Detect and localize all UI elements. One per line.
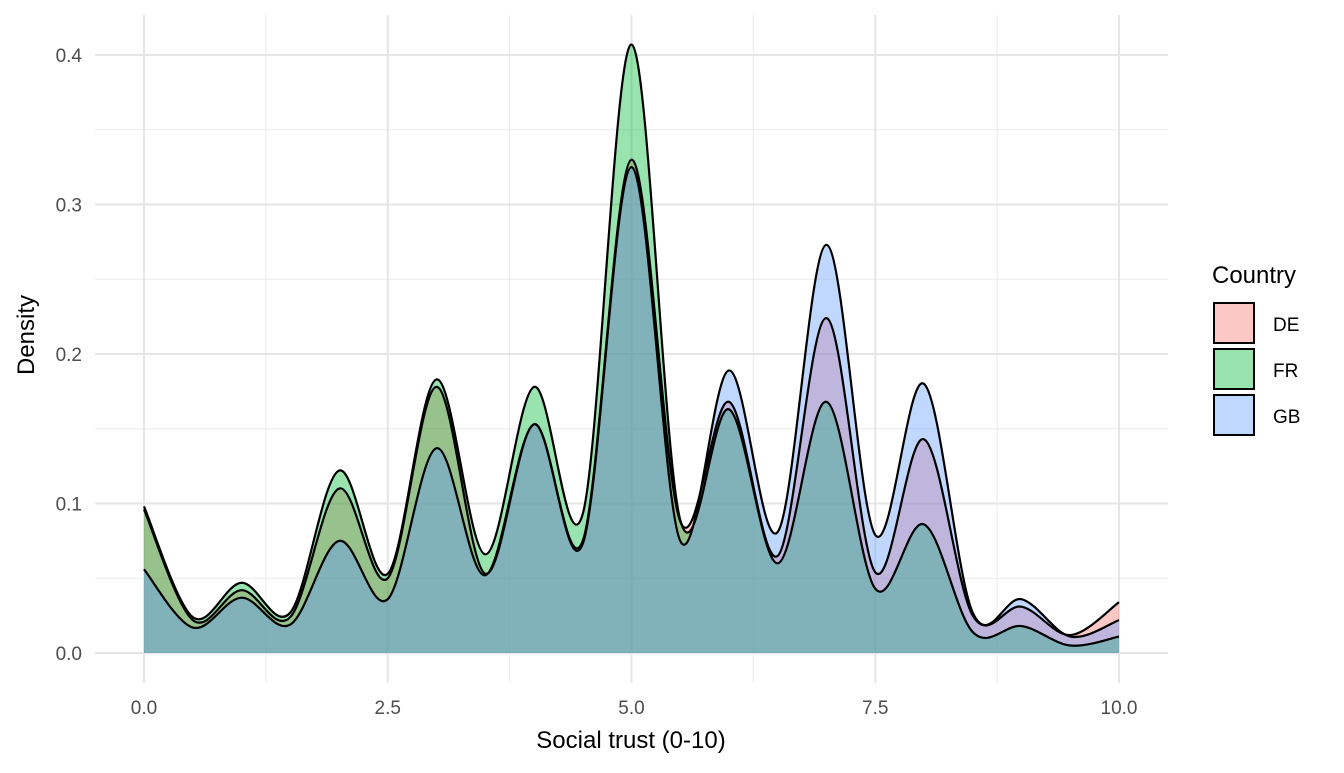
legend-key-gb bbox=[1213, 394, 1255, 436]
density-line-de bbox=[142, 158, 1120, 637]
y-tick-label: 0.0 bbox=[56, 644, 82, 665]
x-tick-label: 2.5 bbox=[375, 698, 401, 719]
legend-key-fr bbox=[1213, 348, 1255, 390]
density-area-fr bbox=[144, 44, 1119, 654]
density-areas bbox=[142, 43, 1120, 654]
legend-key-bg bbox=[1213, 348, 1255, 390]
legend-label: FR bbox=[1273, 361, 1298, 382]
grid bbox=[95, 15, 1168, 683]
legend-label: DE bbox=[1273, 315, 1299, 336]
x-axis-label: Social trust (0-10) bbox=[536, 727, 725, 754]
y-tick-label: 0.4 bbox=[56, 46, 83, 67]
legend-key-bg bbox=[1213, 302, 1255, 344]
density-line-gb bbox=[143, 166, 1120, 639]
y-tick-label: 0.3 bbox=[56, 196, 82, 217]
y-axis-label: Density bbox=[13, 295, 40, 375]
legend: Country DE FR GB bbox=[1212, 262, 1300, 436]
legend-key-de bbox=[1213, 302, 1255, 344]
legend-title: Country bbox=[1212, 262, 1296, 289]
x-tick-label: 10.0 bbox=[1101, 698, 1138, 719]
x-axis-ticks: 0.0 2.5 5.0 7.5 10.0 bbox=[131, 698, 1138, 719]
x-tick-label: 0.0 bbox=[131, 698, 157, 719]
y-tick-label: 0.1 bbox=[56, 495, 82, 516]
density-area-gb bbox=[144, 167, 1119, 653]
density-area-de bbox=[144, 159, 1119, 653]
density-line-fr bbox=[142, 43, 1120, 647]
legend-label: GB bbox=[1273, 407, 1300, 428]
legend-key-bg bbox=[1213, 394, 1255, 436]
x-tick-label: 7.5 bbox=[862, 698, 888, 719]
y-axis-ticks: 0.0 0.1 0.2 0.3 0.4 bbox=[56, 46, 83, 665]
x-tick-label: 5.0 bbox=[618, 698, 644, 719]
y-tick-label: 0.2 bbox=[56, 345, 82, 366]
